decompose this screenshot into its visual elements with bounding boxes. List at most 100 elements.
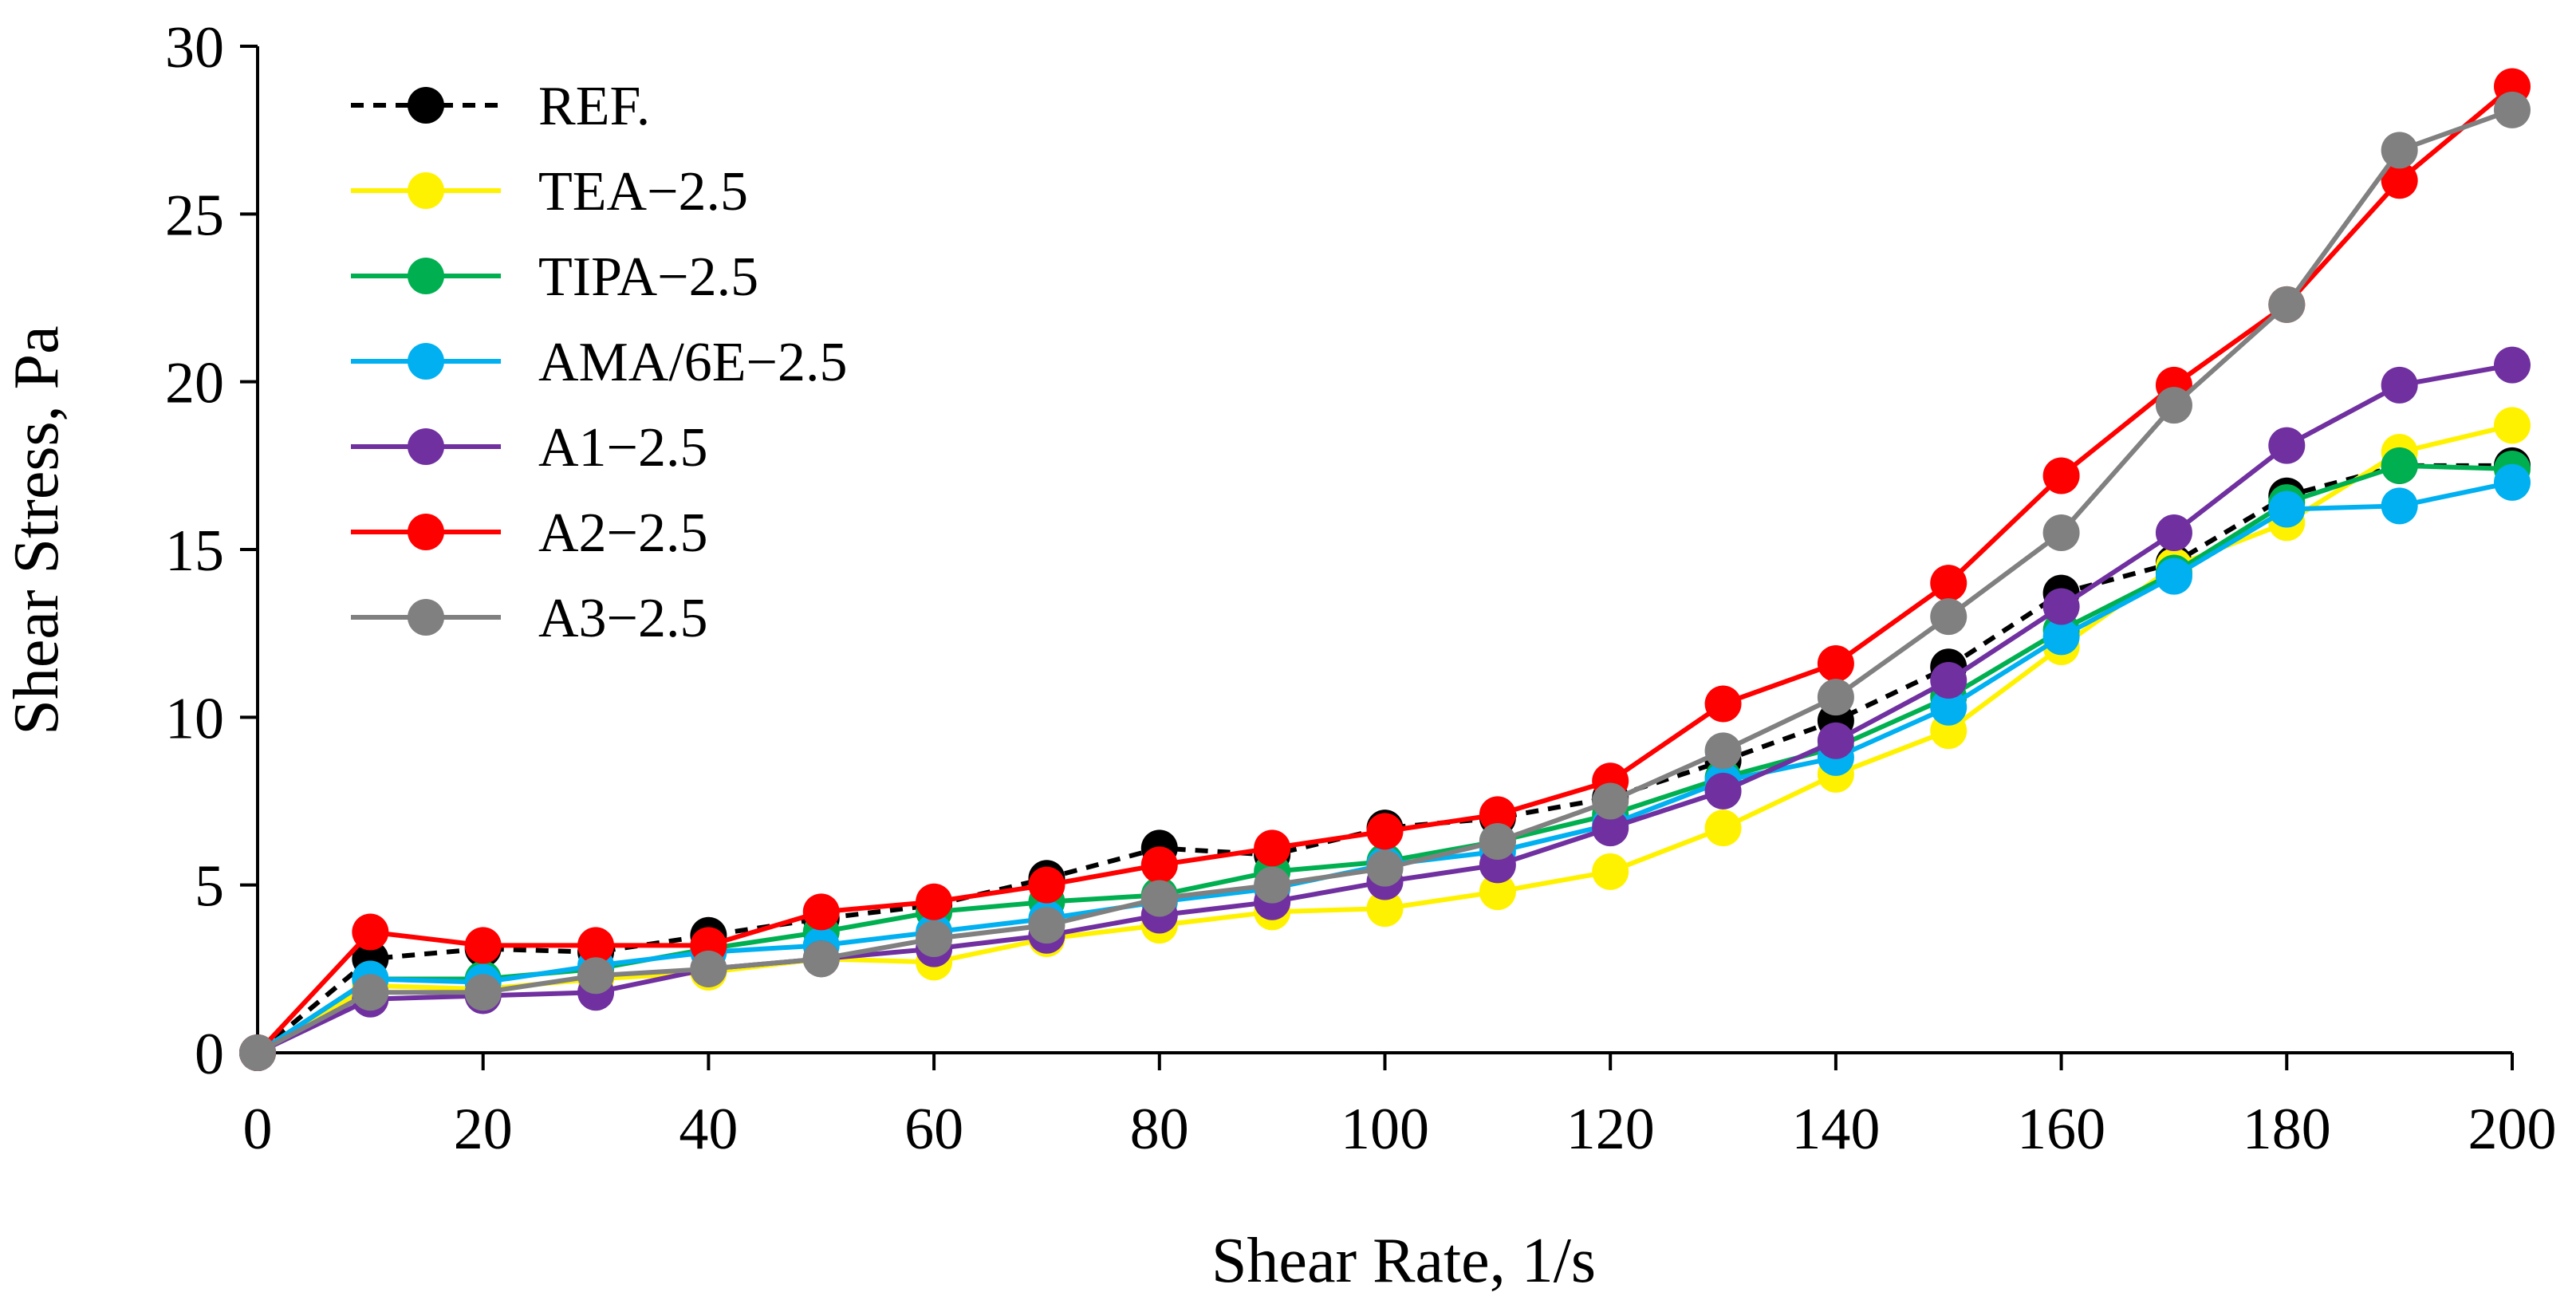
- x-tick-label: 0: [243, 1097, 273, 1162]
- legend-label: TEA−2.5: [538, 161, 748, 223]
- data-point: [802, 940, 840, 978]
- data-point: [239, 1034, 276, 1071]
- data-point: [1704, 772, 1742, 810]
- data-point: [352, 974, 389, 1011]
- x-tick-label: 100: [1341, 1097, 1429, 1162]
- legend-item-5: A2−2.5: [351, 502, 708, 564]
- x-tick-label: 140: [1791, 1097, 1880, 1162]
- data-point: [2381, 447, 2418, 484]
- data-point: [2381, 366, 2418, 404]
- legend-marker: [408, 172, 444, 209]
- data-point: [2155, 514, 2192, 551]
- legend-marker: [408, 428, 444, 465]
- data-point: [2042, 588, 2080, 625]
- legend-label: A1−2.5: [538, 417, 708, 479]
- data-point: [916, 883, 953, 920]
- data-point: [1479, 796, 1516, 833]
- data-point: [1254, 829, 1291, 867]
- legend-label: TIPA−2.5: [538, 246, 758, 308]
- x-tick-label: 120: [1566, 1097, 1655, 1162]
- legend-marker: [408, 343, 444, 380]
- legend-item-6: A3−2.5: [351, 588, 708, 649]
- data-point: [2042, 457, 2080, 494]
- data-point: [1704, 732, 1742, 770]
- data-point: [2042, 514, 2080, 551]
- x-tick-label: 180: [2243, 1097, 2331, 1162]
- data-point: [2155, 557, 2192, 595]
- y-tick-label: 30: [165, 15, 224, 81]
- data-point: [1704, 685, 1742, 723]
- legend-item-3: AMA/6E−2.5: [351, 332, 848, 393]
- data-point: [1592, 853, 1629, 890]
- legend: REF. TEA−2.5 TIPA−2.5 AMA/6E−2.5 A1−2.5 A2−2.…: [351, 76, 848, 649]
- legend-marker: [408, 514, 444, 550]
- data-point: [1592, 782, 1629, 820]
- legend-label: AMA/6E−2.5: [538, 332, 848, 393]
- series-layer: [239, 68, 2531, 1071]
- data-point: [2494, 346, 2531, 384]
- legend-item-4: A1−2.5: [351, 417, 708, 479]
- data-point: [2268, 286, 2306, 323]
- data-point: [1930, 598, 1967, 636]
- axes: 0 5 10 15 20 25 30 0 20 40 60 80 100 120 140 160 180 200: [165, 15, 2557, 1162]
- data-point: [2494, 407, 2531, 444]
- series-6: [239, 91, 2531, 1071]
- legend-label: REF.: [538, 76, 650, 137]
- legend-item-1: TEA−2.5: [351, 161, 748, 223]
- data-point: [1366, 890, 1404, 928]
- data-point: [1930, 565, 1967, 602]
- data-point: [352, 913, 389, 951]
- data-point: [464, 927, 502, 964]
- legend-item-2: TIPA−2.5: [351, 246, 758, 308]
- data-point: [1930, 688, 1967, 726]
- y-tick-label: 5: [195, 854, 224, 920]
- data-point: [1704, 810, 1742, 847]
- x-axis-label: Shear Rate, 1/s: [1211, 1226, 1596, 1296]
- data-point: [1140, 846, 1178, 884]
- data-point: [2494, 91, 2531, 128]
- data-point: [577, 927, 615, 964]
- data-point: [2494, 463, 2531, 501]
- x-tick-label: 80: [1130, 1097, 1189, 1162]
- data-point: [2381, 162, 2418, 199]
- data-point: [1930, 662, 1967, 699]
- data-point: [2042, 618, 2080, 656]
- data-point: [2155, 387, 2192, 424]
- data-point: [1366, 849, 1404, 887]
- x-tick-label: 20: [454, 1097, 513, 1162]
- y-tick-label: 10: [165, 686, 224, 751]
- y-tick-label: 0: [195, 1022, 224, 1087]
- legend-label: A2−2.5: [538, 502, 708, 564]
- data-point: [802, 893, 840, 931]
- x-tick-label: 40: [679, 1097, 738, 1162]
- y-tick-label: 20: [165, 351, 224, 416]
- data-point: [2268, 427, 2306, 464]
- data-point: [1817, 679, 1854, 716]
- data-point: [1028, 907, 1065, 944]
- legend-marker: [408, 258, 444, 294]
- data-point: [1366, 813, 1404, 850]
- y-tick-label: 25: [165, 183, 224, 248]
- y-axis-label: Shear Stress, Pa: [2, 325, 72, 735]
- data-point: [1028, 866, 1065, 904]
- data-point: [690, 950, 727, 987]
- data-point: [1592, 810, 1629, 847]
- x-tick-label: 160: [2017, 1097, 2105, 1162]
- data-point: [2381, 487, 2418, 525]
- data-point: [2268, 490, 2306, 528]
- data-point: [1140, 880, 1178, 917]
- y-tick-label: 15: [165, 518, 224, 584]
- data-point: [464, 974, 502, 1011]
- series-5: [239, 68, 2531, 1071]
- legend-marker: [408, 599, 444, 636]
- data-point: [916, 920, 953, 957]
- x-tick-label: 200: [2468, 1097, 2557, 1162]
- data-point: [2381, 132, 2418, 169]
- data-point: [1817, 722, 1854, 759]
- data-point: [1254, 866, 1291, 904]
- data-point: [577, 957, 615, 995]
- data-point: [1817, 645, 1854, 683]
- legend-label: A3−2.5: [538, 588, 708, 649]
- legend-item-0: REF.: [351, 76, 650, 137]
